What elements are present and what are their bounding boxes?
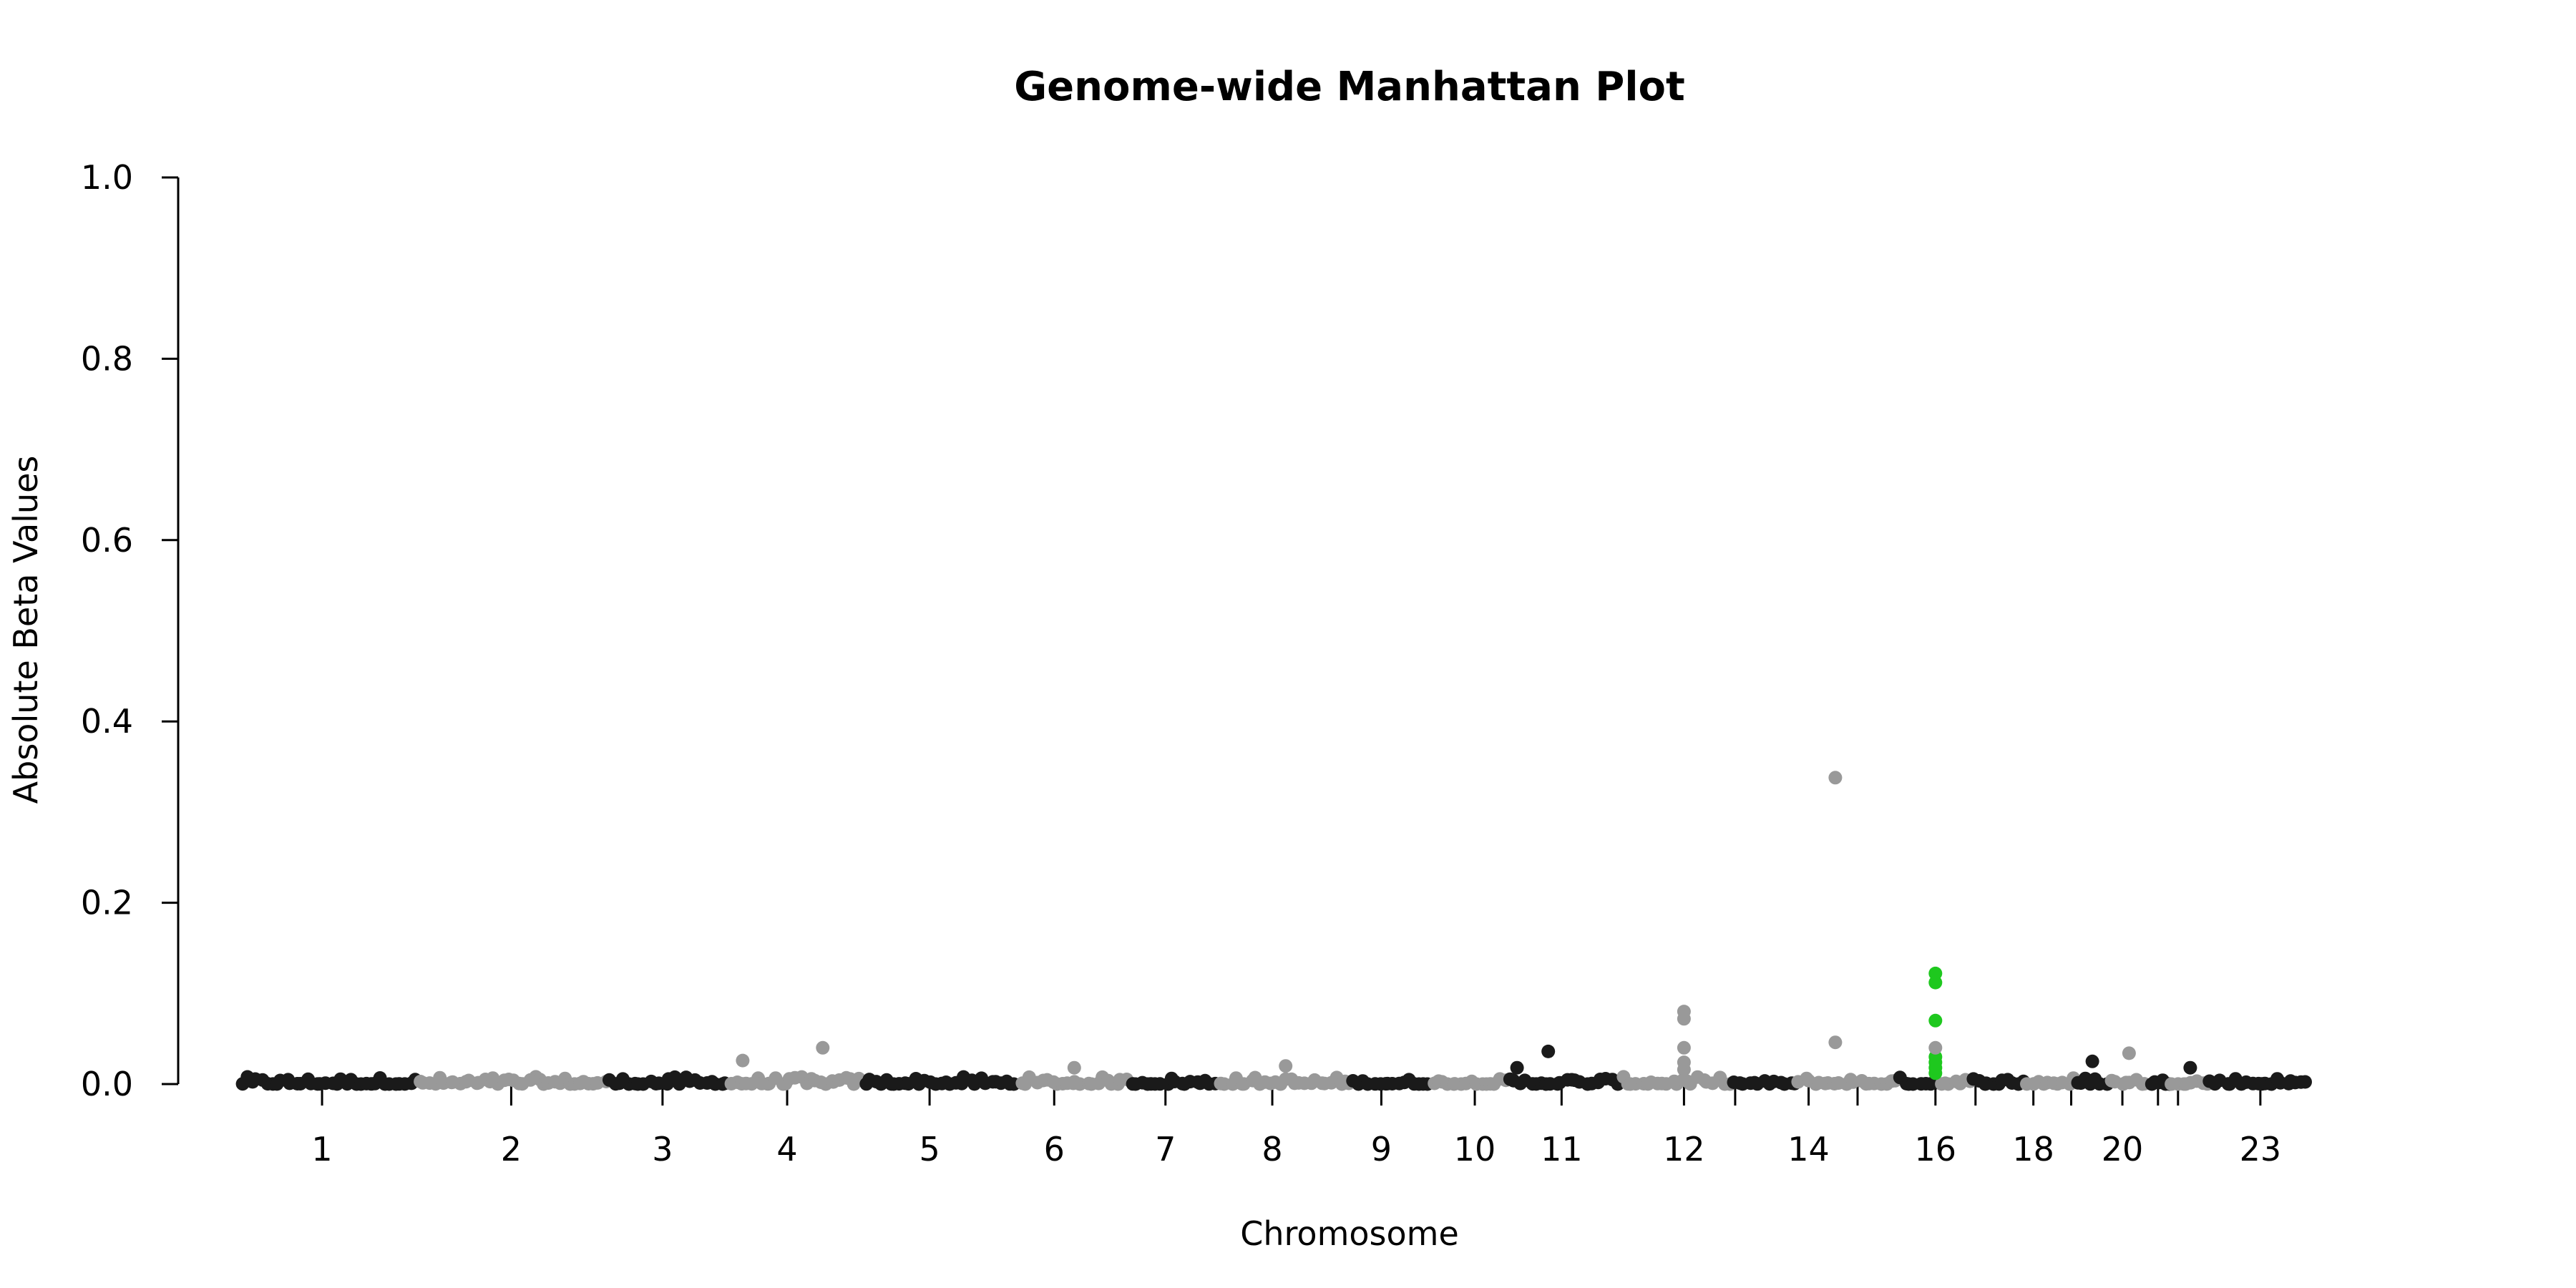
x-tick-label: 9 <box>1371 1130 1392 1169</box>
y-axis-ticks: 0.0 0.2 0.4 0.6 0.8 1.0 <box>81 158 178 1103</box>
x-tick-label: 11 <box>1541 1130 1583 1169</box>
data-point-notable <box>1067 1060 1081 1075</box>
data-points <box>235 771 2312 1091</box>
x-axis-label: Chromosome <box>1240 1214 1459 1253</box>
x-tick-label: 2 <box>501 1130 522 1169</box>
y-tick-label: 0.2 <box>81 884 133 922</box>
data-point-notable <box>2183 1060 2197 1075</box>
x-tick-label: 7 <box>1155 1130 1176 1169</box>
data-point-notable <box>2085 1054 2099 1068</box>
x-tick-label: 8 <box>1262 1130 1282 1169</box>
data-point-notable <box>816 1040 830 1055</box>
x-tick-label: 3 <box>652 1130 673 1169</box>
x-tick-label: 1 <box>311 1130 332 1169</box>
data-point-notable <box>736 1053 750 1068</box>
data-point-notable <box>1928 1040 1943 1055</box>
x-tick-label: 10 <box>1454 1130 1496 1169</box>
y-tick-label: 0.6 <box>81 521 133 560</box>
data-point <box>2298 1075 2312 1089</box>
x-tick-label: 18 <box>2012 1130 2054 1169</box>
x-tick-label: 14 <box>1787 1130 1830 1169</box>
data-point-notable <box>2122 1046 2136 1060</box>
x-tick-label: 16 <box>1915 1130 1957 1169</box>
data-point-notable <box>1677 1055 1691 1070</box>
y-tick-label: 0.0 <box>81 1065 133 1103</box>
x-tick-label: 12 <box>1663 1130 1705 1169</box>
y-tick-label: 0.8 <box>81 339 133 378</box>
y-tick-label: 0.4 <box>81 702 133 741</box>
data-point-notable <box>1677 1005 1691 1019</box>
data-point-notable <box>1510 1060 1524 1075</box>
chart-title: Genome-wide Manhattan Plot <box>1014 64 1685 110</box>
data-point-notable <box>1928 1013 1943 1028</box>
x-tick-label: 5 <box>919 1130 940 1169</box>
y-tick-label: 1.0 <box>81 158 133 197</box>
x-tick-label: 6 <box>1044 1130 1065 1169</box>
x-tick-label: 4 <box>776 1130 797 1169</box>
x-tick-label: 20 <box>2102 1130 2144 1169</box>
x-tick-label: 23 <box>2240 1130 2282 1169</box>
data-point-notable <box>1828 1035 1843 1050</box>
x-axis-ticks: 1 2 3 4 5 6 7 8 9 10 11 12 14 16 18 20 23 <box>311 1084 2281 1169</box>
data-point-notable <box>1828 771 1843 785</box>
data-point-notable <box>1279 1059 1293 1073</box>
y-axis-label: Absolute Beta Values <box>6 456 45 804</box>
data-point-notable <box>1541 1044 1556 1058</box>
data-point-notable <box>1677 1040 1691 1055</box>
data-point-notable <box>1928 966 1943 980</box>
